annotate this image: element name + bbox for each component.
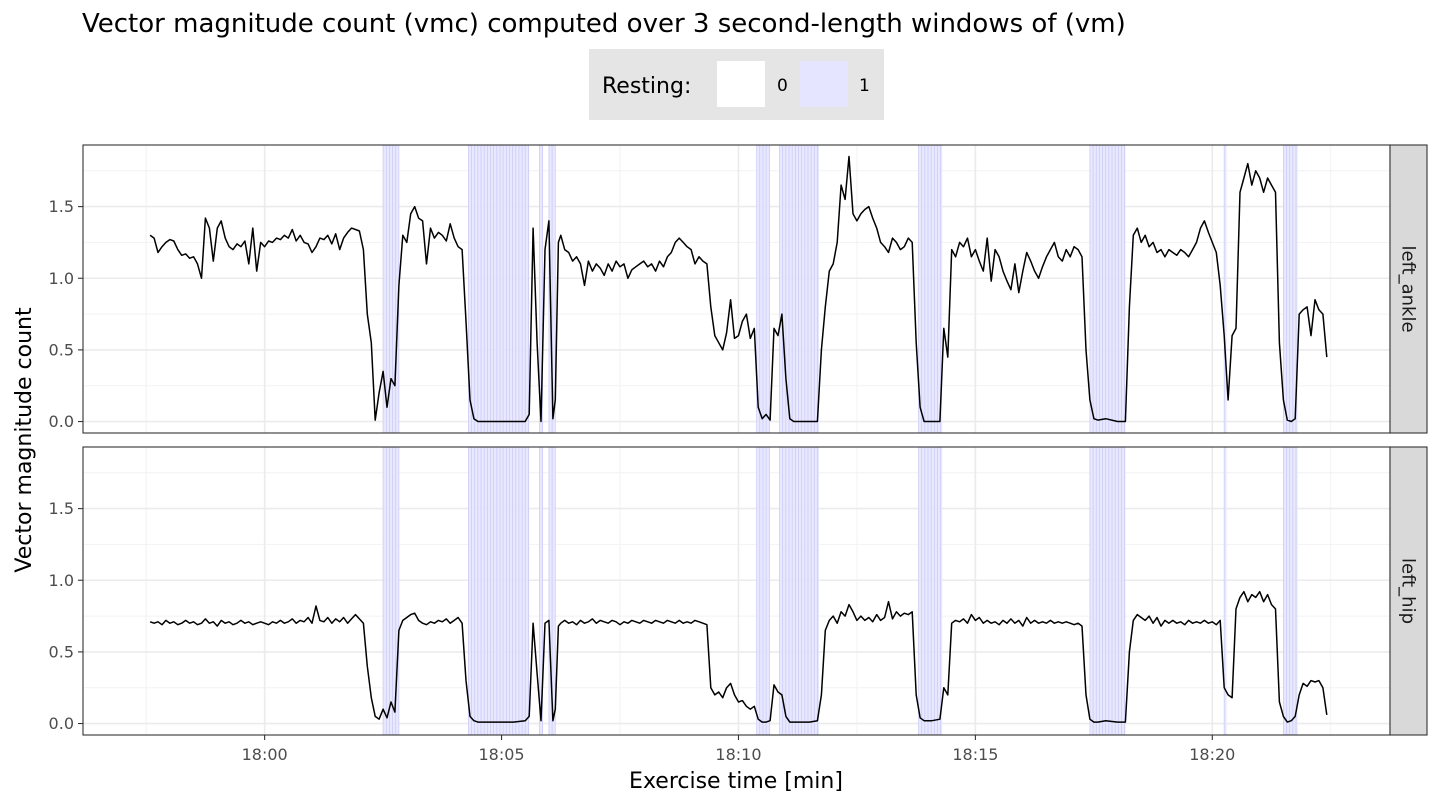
x-tick-label: 18:00 <box>242 745 288 764</box>
resting-band <box>1224 447 1227 735</box>
x-tick-label: 18:05 <box>479 745 525 764</box>
resting-band <box>539 145 543 433</box>
resting-band <box>1089 145 1126 433</box>
facet-strip <box>1389 144 1428 434</box>
y-tick-label: 1.0 <box>49 571 74 590</box>
x-tick-label: 18:20 <box>1189 745 1235 764</box>
resting-band <box>468 145 530 433</box>
series-line-left-ankle <box>149 155 1328 423</box>
legend-label-resting-1: 1 <box>859 76 870 96</box>
legend-key-resting-1 <box>800 61 848 107</box>
resting-band <box>383 447 399 735</box>
y-tick-label: 1.0 <box>49 269 74 288</box>
resting-band <box>779 447 820 735</box>
resting-band <box>756 447 771 735</box>
y-tick-label: 1.5 <box>49 197 74 216</box>
facet-strip-label: left_ankle <box>1398 245 1419 332</box>
y-tick-label: 0.0 <box>49 412 74 431</box>
legend-title: Resting: <box>602 74 691 99</box>
facet-strip-label: left_hip <box>1398 558 1419 624</box>
x-tick-label: 18:10 <box>715 745 761 764</box>
resting-band <box>539 447 543 735</box>
y-tick-label: 0.5 <box>49 642 74 661</box>
y-axis-title: Vector magnitude count <box>12 307 37 573</box>
y-tick-label: 1.5 <box>49 499 74 518</box>
resting-band <box>383 145 399 433</box>
chart-title: Vector magnitude count (vmc) computed ov… <box>82 9 1126 39</box>
resting-band <box>1283 145 1298 433</box>
x-tick-label: 18:15 <box>952 745 998 764</box>
y-tick-label: 0.0 <box>49 714 74 733</box>
panel-background <box>83 447 1390 735</box>
resting-band <box>918 145 943 433</box>
resting-band <box>918 447 943 735</box>
facet-panel-left-ankle: 0.0 0.5 1.0 1.5 left_ankle <box>49 144 1428 434</box>
resting-band <box>779 145 820 433</box>
resting-band <box>468 447 530 735</box>
resting-band <box>1089 447 1126 735</box>
x-axis: 18:00 18:05 18:10 18:15 18:20 <box>242 735 1235 764</box>
legend: Resting: 0 1 <box>589 49 884 120</box>
x-axis-title: Exercise time [min] <box>629 769 843 794</box>
facet-panel-left-hip: 0.0 0.5 1.0 1.5 left_hip <box>49 446 1428 736</box>
resting-band <box>1283 447 1298 735</box>
resting-band <box>756 145 771 433</box>
resting-band <box>1224 145 1227 433</box>
y-tick-label: 0.5 <box>49 340 74 359</box>
legend-key-resting-0 <box>717 61 765 107</box>
series-line-left-hip <box>149 590 1328 723</box>
legend-label-resting-0: 0 <box>777 76 788 96</box>
facet-strip <box>1389 446 1428 736</box>
panel-background <box>83 145 1390 433</box>
